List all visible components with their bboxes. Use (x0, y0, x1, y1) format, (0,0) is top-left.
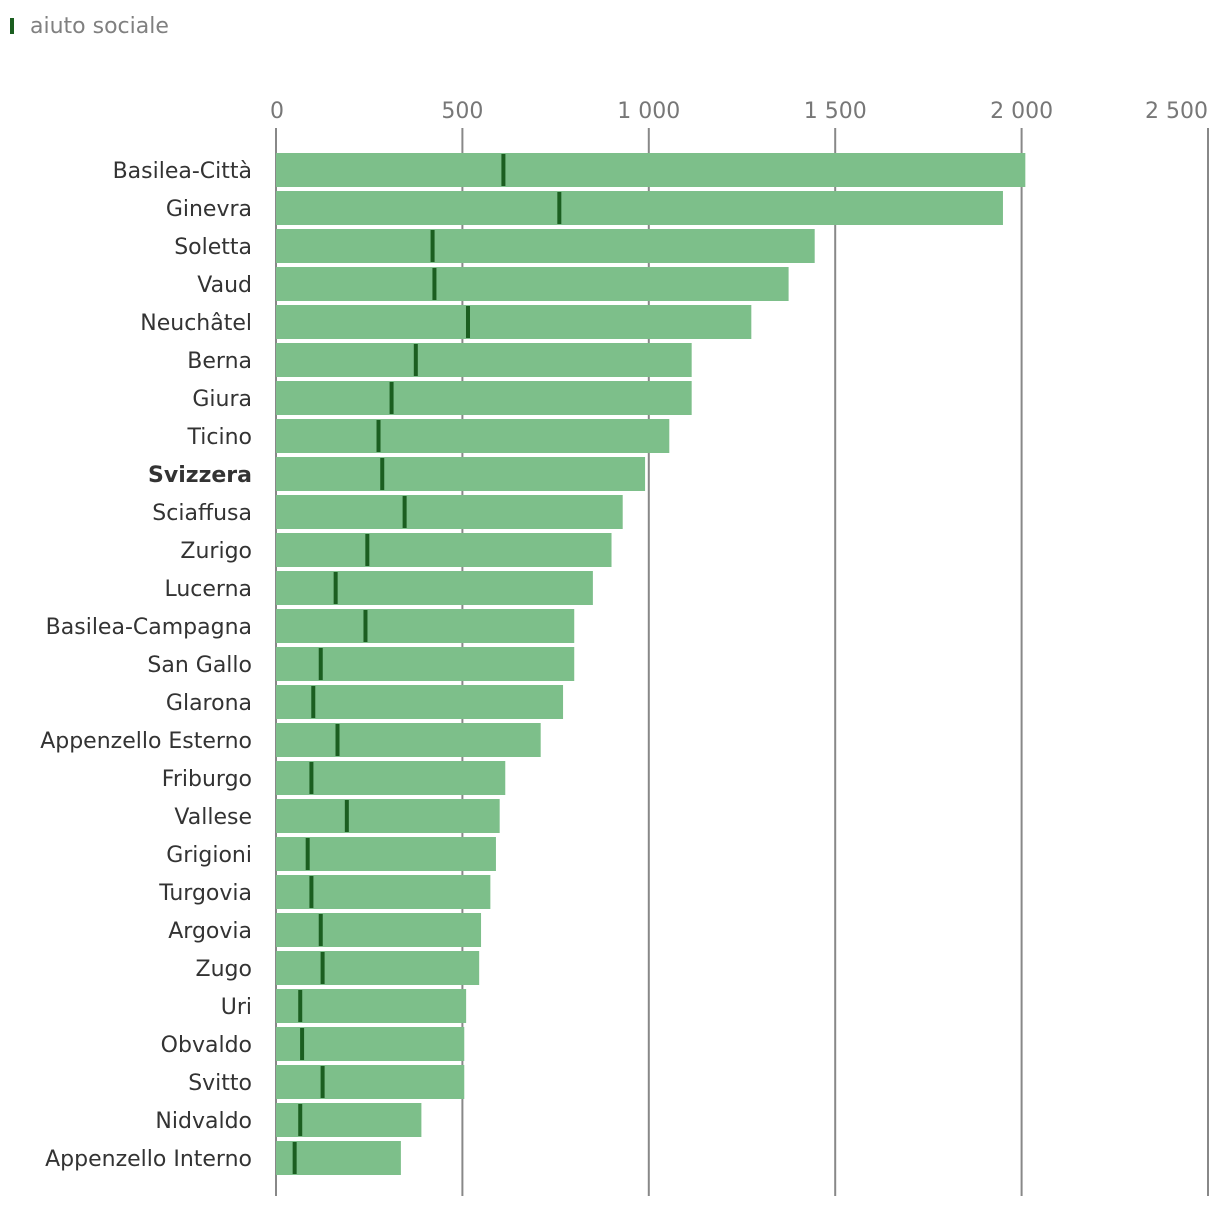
aiuto-sociale-marker (376, 420, 381, 452)
category-label: Appenzello Interno (45, 1147, 252, 1172)
aiuto-sociale-marker (389, 382, 394, 414)
category-label: Neuchâtel (140, 311, 252, 336)
legend-marker-swatch (10, 18, 14, 34)
bar (276, 989, 467, 1023)
aiuto-sociale-marker (309, 762, 314, 794)
category-label: Lucerna (164, 577, 252, 602)
aiuto-sociale-marker (432, 268, 437, 300)
aiuto-sociale-marker (333, 572, 338, 604)
x-tick-label: 2 000 (990, 99, 1053, 124)
bar (276, 761, 506, 795)
bar (276, 1027, 465, 1061)
category-label: Grigioni (166, 843, 252, 868)
category-label: Zugo (196, 957, 252, 982)
aiuto-sociale-marker (298, 1104, 303, 1136)
bar (276, 571, 593, 605)
bar (276, 685, 564, 719)
aiuto-sociale-marker (413, 344, 418, 376)
x-tick-label: 500 (441, 99, 483, 124)
bar (276, 191, 1003, 225)
bar (276, 343, 692, 377)
aiuto-sociale-marker (318, 914, 323, 946)
category-label: Ginevra (166, 197, 252, 222)
aiuto-sociale-marker (430, 230, 435, 262)
aiuto-sociale-marker (300, 1028, 305, 1060)
aiuto-sociale-marker (318, 648, 323, 680)
aiuto-sociale-marker (320, 952, 325, 984)
category-label: Appenzello Esterno (40, 729, 252, 754)
category-label: Basilea-Campagna (46, 615, 252, 640)
bar (276, 1065, 465, 1099)
x-tick-label: 2 500 (1145, 99, 1208, 124)
bar (276, 153, 1026, 187)
category-label: Nidvaldo (155, 1109, 252, 1134)
category-label: Svitto (188, 1071, 252, 1096)
legend-label: aiuto sociale (30, 13, 169, 39)
category-label: Berna (187, 349, 252, 374)
category-label: Vaud (197, 273, 252, 298)
category-label: Argovia (168, 919, 252, 944)
aiuto-sociale-marker (380, 458, 385, 490)
category-label: Zurigo (180, 539, 252, 564)
bar (276, 419, 670, 453)
bar (276, 875, 491, 909)
aiuto-sociale-marker (335, 724, 340, 756)
aiuto-sociale-marker (344, 800, 349, 832)
category-label: Soletta (174, 235, 252, 260)
category-label: Ticino (187, 425, 253, 450)
category-label: Svizzera (148, 463, 252, 488)
bar (276, 647, 575, 681)
aiuto-sociale-marker (365, 534, 370, 566)
x-tick-label: 1 500 (804, 99, 867, 124)
bar (276, 723, 541, 757)
bar (276, 799, 500, 833)
bar (276, 951, 480, 985)
aiuto-sociale-marker (557, 192, 562, 224)
aiuto-sociale-marker (309, 876, 314, 908)
category-label: Uri (221, 995, 252, 1020)
bar (276, 1141, 401, 1175)
category-label: Sciaffusa (152, 501, 252, 526)
aiuto-sociale-marker (402, 496, 407, 528)
bar (276, 609, 575, 643)
bar (276, 305, 752, 339)
aiuto-sociale-marker (501, 154, 506, 186)
category-label: San Gallo (147, 653, 252, 678)
aiuto-sociale-marker (465, 306, 470, 338)
category-label: Friburgo (162, 767, 252, 792)
aiuto-sociale-marker (311, 686, 316, 718)
bar (276, 495, 623, 529)
aiuto-sociale-marker (298, 990, 303, 1022)
bar (276, 457, 646, 491)
category-label: Obvaldo (161, 1033, 252, 1058)
aiuto-sociale-marker (320, 1066, 325, 1098)
x-tick-label: 1 000 (617, 99, 680, 124)
bar (276, 837, 496, 871)
category-label: Vallese (174, 805, 252, 830)
aiuto-sociale-marker (305, 838, 310, 870)
bar (276, 267, 789, 301)
category-label: Turgovia (158, 881, 252, 906)
category-label: Basilea-Città (113, 159, 252, 184)
bar (276, 913, 482, 947)
bar (276, 1103, 422, 1137)
legend: aiuto sociale (10, 12, 169, 40)
aiuto-sociale-marker (363, 610, 368, 642)
category-label: Glarona (166, 691, 252, 716)
aiuto-sociale-marker (292, 1142, 297, 1174)
category-label: Giura (192, 387, 252, 412)
bar (276, 533, 612, 567)
bar (276, 381, 692, 415)
bar (276, 229, 815, 263)
x-tick-label: 0 (270, 99, 284, 124)
